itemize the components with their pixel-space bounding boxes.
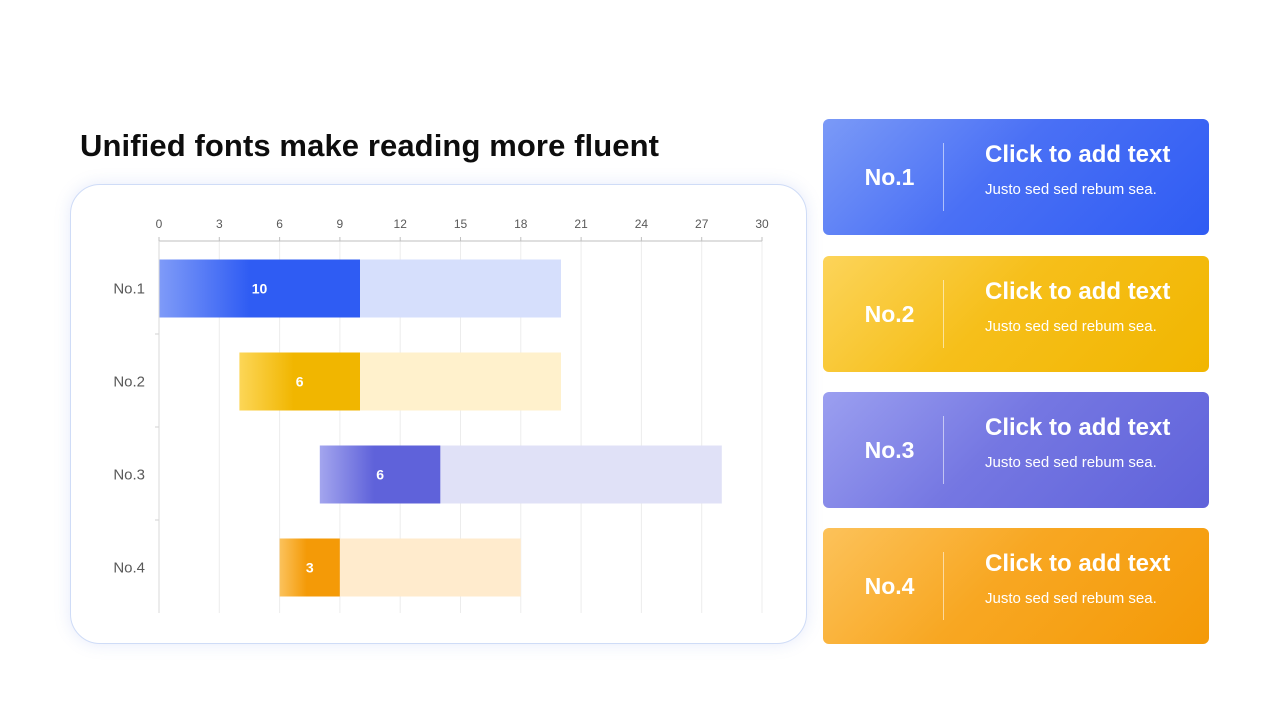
card-divider: [943, 280, 944, 348]
x-tick-label: 12: [394, 217, 408, 231]
bar-remainder-segment: [360, 352, 561, 411]
data-label: 6: [296, 374, 304, 390]
category-label: No.4: [113, 560, 145, 577]
data-label: 10: [252, 281, 268, 297]
x-tick-label: 0: [156, 217, 163, 231]
card-heading[interactable]: Click to add text: [985, 141, 1171, 168]
card-number: No.2: [864, 300, 915, 327]
slide-title: Unified fonts make reading more fluent: [80, 128, 660, 163]
card-number: No.4: [864, 572, 915, 599]
x-tick-label: 24: [635, 217, 649, 231]
x-tick-label: 15: [454, 217, 468, 231]
chart-card: 10 No.1 6 No.2 6 No.3 3 No.4 0 3 6 9 12 15 18 21 24 27 30: [70, 184, 807, 644]
data-label: 6: [376, 467, 384, 483]
info-card-2[interactable]: No.2 Click to add text Justo sed sed reb…: [823, 256, 1209, 372]
x-tick-label: 6: [276, 217, 283, 231]
bar-value-segment: [279, 538, 340, 597]
bar-value-segment: [239, 352, 360, 411]
bar-value-segment: [159, 259, 360, 318]
bar-remainder-segment: [360, 259, 561, 318]
card-subtext[interactable]: Justo sed sed rebum sea.: [985, 318, 1157, 335]
card-subtext[interactable]: Justo sed sed rebum sea.: [985, 181, 1157, 198]
info-card-1[interactable]: No.1 Click to add text Justo sed sed reb…: [823, 119, 1209, 235]
card-divider: [943, 143, 944, 211]
card-heading[interactable]: Click to add text: [985, 278, 1171, 305]
card-heading[interactable]: Click to add text: [985, 550, 1171, 577]
x-tick-label: 30: [755, 217, 769, 231]
category-label: No.3: [113, 467, 145, 484]
x-tick-label: 3: [216, 217, 223, 231]
bar-remainder-segment: [440, 445, 722, 504]
info-card-4[interactable]: No.4 Click to add text Justo sed sed reb…: [823, 528, 1209, 644]
card-heading[interactable]: Click to add text: [985, 414, 1171, 441]
card-divider: [943, 416, 944, 484]
x-tick-label: 18: [514, 217, 528, 231]
data-label: 3: [306, 560, 314, 576]
bar-chart: 10 No.1 6 No.2 6 No.3 3 No.4 0 3 6 9 12 15 18 21 24 27 30: [113, 217, 769, 613]
category-label: No.1: [113, 281, 145, 298]
card-subtext[interactable]: Justo sed sed rebum sea.: [985, 590, 1157, 607]
card-number: No.1: [864, 163, 915, 190]
category-label: No.2: [113, 374, 145, 391]
card-subtext[interactable]: Justo sed sed rebum sea.: [985, 454, 1157, 471]
x-tick-label: 27: [695, 217, 709, 231]
card-number: No.3: [864, 436, 915, 463]
x-tick-label: 21: [574, 217, 588, 231]
info-card-3[interactable]: No.3 Click to add text Justo sed sed reb…: [823, 392, 1209, 508]
bar-value-segment: [319, 445, 441, 504]
x-tick-label: 9: [337, 217, 344, 231]
bar-remainder-segment: [339, 538, 521, 597]
card-divider: [943, 552, 944, 620]
